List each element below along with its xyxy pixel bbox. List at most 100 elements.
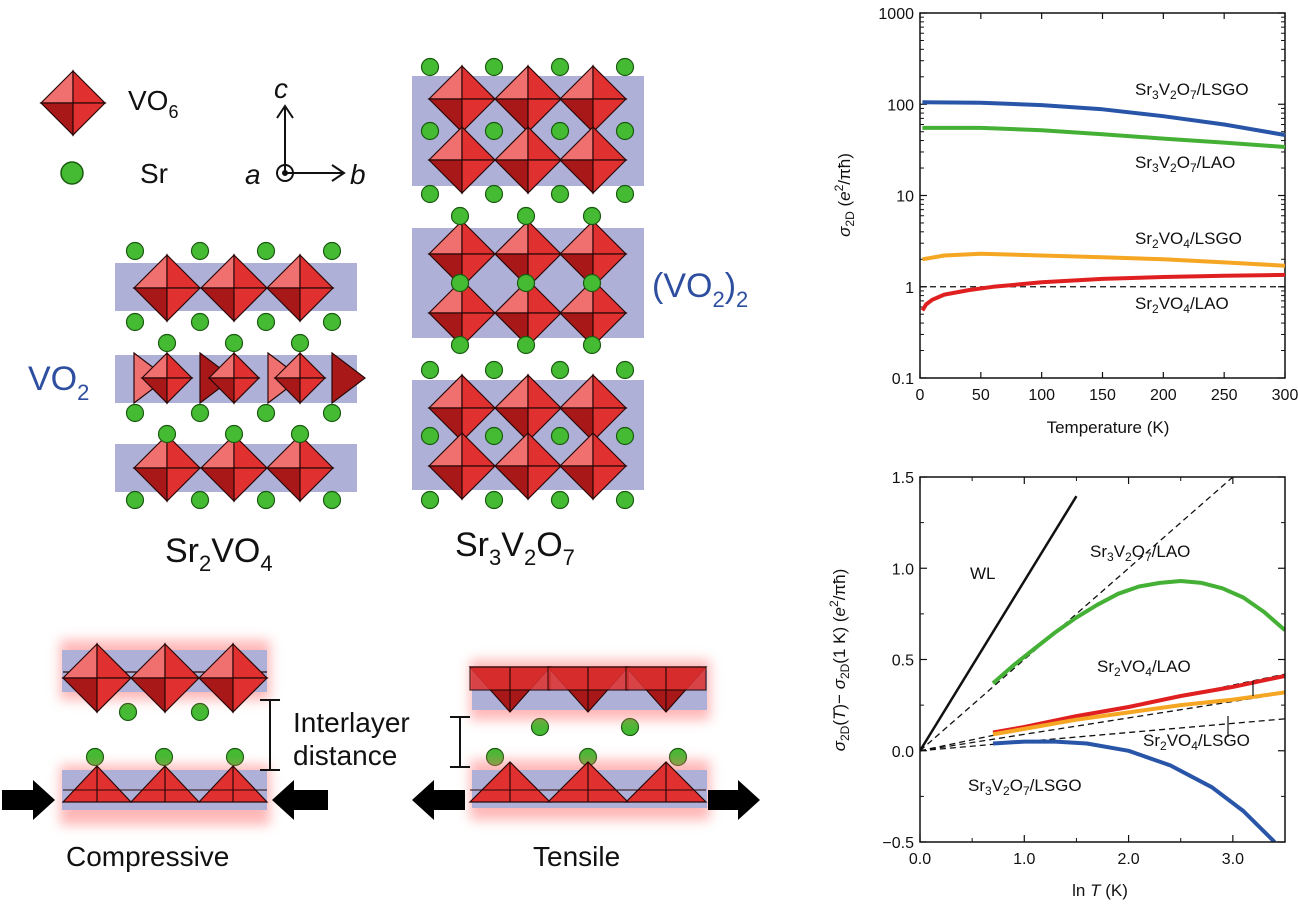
sr2vo4-label: Sr2VO4 bbox=[165, 532, 273, 576]
top-series-line bbox=[920, 272, 1286, 312]
a-axis-label: a bbox=[245, 159, 261, 190]
sr-atom bbox=[582, 335, 602, 355]
sr-atom bbox=[615, 57, 635, 77]
bottom-y-tick-label: 0.5 bbox=[892, 653, 914, 670]
vo6-octahedron bbox=[129, 765, 201, 803]
compressive-label: Compressive bbox=[66, 841, 229, 872]
sr-atom bbox=[125, 312, 145, 332]
bottom-y-axis-title: σ2D(T)− σ2D(1 K) (e2/πħ) bbox=[827, 569, 852, 752]
crystal-structure-illustration bbox=[85, 57, 688, 767]
sr-atom bbox=[550, 121, 570, 141]
sr-legend-atom bbox=[60, 161, 84, 185]
vo6-octahedron bbox=[129, 642, 201, 714]
vo6-octahedron bbox=[558, 64, 628, 134]
strain-illustration bbox=[2, 640, 760, 825]
sr-atom bbox=[322, 312, 342, 332]
sr-atom bbox=[85, 747, 105, 767]
crystal-axes bbox=[276, 104, 346, 182]
top-y-tick-label: 100 bbox=[887, 97, 914, 114]
vo6-octahedron bbox=[493, 64, 563, 134]
vo6-octahedron bbox=[427, 431, 497, 501]
sr3v2o7-label: Sr3V2O7 bbox=[455, 526, 575, 570]
weak-localization-line bbox=[920, 495, 1078, 752]
top-y-tick-label: 1000 bbox=[878, 6, 914, 23]
top-x-tick-label: 50 bbox=[972, 387, 990, 404]
sr-atom bbox=[550, 490, 570, 510]
interlayer-markers bbox=[260, 699, 470, 771]
sr-atom bbox=[615, 426, 635, 446]
vo6-octahedron bbox=[624, 666, 708, 713]
vo6-octahedron bbox=[558, 373, 628, 443]
vo6-octahedron bbox=[132, 433, 202, 503]
top-x-tick-label: 150 bbox=[1089, 387, 1116, 404]
bottom-y-tick-label: 0.0 bbox=[892, 744, 914, 761]
vo6-octahedron bbox=[427, 278, 497, 348]
top-y-axis-title: σ2D (e2/πħ) bbox=[832, 153, 857, 237]
sr-atom bbox=[450, 273, 470, 293]
vo6-octahedron bbox=[546, 666, 630, 713]
conductance-vs-temperature-chart: 0 50 100 150 200 250 300 0.1 1 10 100 1000 Sr3V2O7/L… bbox=[832, 6, 1298, 437]
bottom-series-line bbox=[991, 579, 1285, 685]
sr-atom bbox=[450, 335, 470, 355]
sr-atom bbox=[190, 490, 210, 510]
vo6-octahedra bbox=[132, 64, 628, 503]
structure-legend: VO6 Sr bbox=[39, 69, 178, 189]
top-plot-frame bbox=[919, 12, 1286, 379]
vo6-octahedron bbox=[61, 642, 133, 714]
top-x-tick-label: 300 bbox=[1272, 387, 1298, 404]
top-x-axis-title: Temperature (K) bbox=[1047, 418, 1170, 437]
top-series-label: Sr3V2O7/LAO bbox=[1135, 153, 1235, 175]
top-y-tick-label: 10 bbox=[896, 189, 914, 206]
vo6-octahedron bbox=[558, 125, 628, 195]
sr-atom bbox=[157, 424, 177, 444]
vo6-octahedron bbox=[493, 431, 563, 501]
b-axis-arrowhead bbox=[331, 164, 346, 182]
top-series-label: Sr2VO4/LAO bbox=[1135, 294, 1229, 316]
sr-atom bbox=[420, 121, 440, 141]
top-y-tick-label: 1 bbox=[905, 280, 914, 297]
bottom-x-tick-label: 1.0 bbox=[1013, 851, 1035, 868]
vo6-legend-octahedron bbox=[39, 69, 107, 137]
tensile-arrow-right bbox=[708, 780, 760, 820]
bottom-x-tick-label: 2.0 bbox=[1117, 851, 1139, 868]
vo6-octahedron bbox=[468, 666, 552, 713]
vo6-octahedron bbox=[199, 253, 269, 323]
sr-atom bbox=[550, 57, 570, 77]
top-x-tick-label: 0 bbox=[916, 387, 925, 404]
sr-atom bbox=[322, 241, 342, 261]
sr-atom bbox=[484, 426, 504, 446]
sr-atom bbox=[190, 702, 210, 722]
vo6-octahedron bbox=[427, 219, 497, 289]
b-axis-label: b bbox=[350, 159, 366, 190]
sr-atom bbox=[550, 184, 570, 204]
sr-atom bbox=[420, 360, 440, 380]
bottom-y-tick-label: 1.0 bbox=[892, 561, 914, 578]
sr-atom bbox=[290, 424, 310, 444]
sr-atoms bbox=[85, 57, 688, 767]
vo6-octahedron bbox=[546, 761, 630, 803]
bottom-series-label: Sr3V2O7/LSGO bbox=[968, 776, 1082, 798]
sr-atom bbox=[256, 241, 276, 261]
bottom-series-line bbox=[992, 690, 1285, 737]
tensile-label: Tensile bbox=[533, 841, 620, 872]
sr-atom bbox=[484, 184, 504, 204]
sr-atom bbox=[582, 273, 602, 293]
c-axis-label: c bbox=[274, 73, 288, 104]
vo6-octahedron bbox=[140, 351, 194, 405]
bottom-x-tick-label: 0.0 bbox=[909, 851, 931, 868]
vo6-octahedron bbox=[273, 351, 327, 405]
bottom-y-tick-label: −0.5 bbox=[882, 835, 914, 852]
sr-atom bbox=[225, 747, 245, 767]
sr-atom bbox=[190, 312, 210, 332]
vo6-octahedron bbox=[61, 765, 133, 803]
bottom-series-label: Sr2VO4/LAO bbox=[1097, 657, 1191, 679]
vo6-octahedron bbox=[624, 761, 708, 803]
conductance-correction-vs-lnT-chart: 0.0 1.0 2.0 3.0−0.50.00.51.01.5WLSr3V2O7/LA… bbox=[827, 470, 1286, 900]
sr-atom bbox=[224, 424, 244, 444]
top-series-line bbox=[922, 100, 1286, 137]
top-x-tick-label: 100 bbox=[1028, 387, 1055, 404]
sr-atom bbox=[322, 490, 342, 510]
vo6-octahedron bbox=[493, 278, 563, 348]
vo6-octahedron bbox=[468, 761, 552, 803]
sr-atom bbox=[420, 426, 440, 446]
